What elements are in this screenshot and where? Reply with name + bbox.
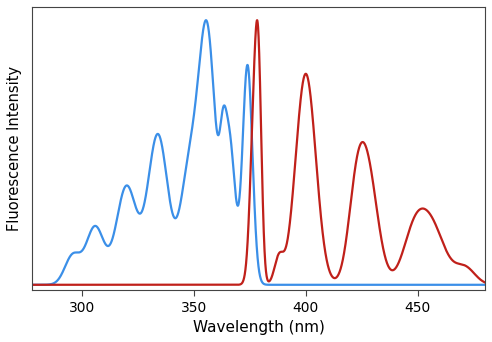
Y-axis label: Fluorescence Intensity: Fluorescence Intensity <box>7 66 22 231</box>
X-axis label: Wavelength (nm): Wavelength (nm) <box>193 320 325 335</box>
